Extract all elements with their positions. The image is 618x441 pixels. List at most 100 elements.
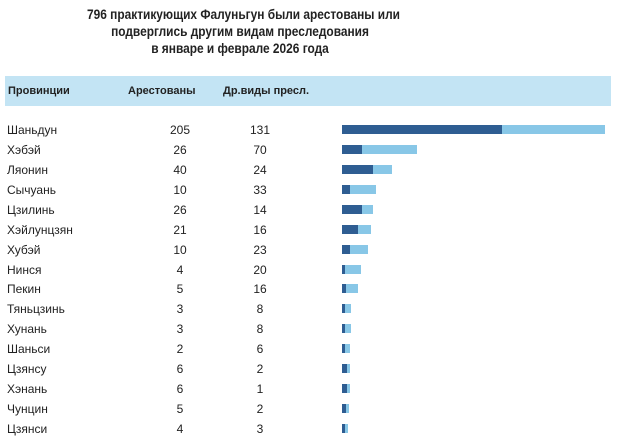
bar-arrested	[342, 125, 503, 134]
arrested-value: 4	[176, 421, 184, 436]
bar-other	[346, 384, 350, 394]
other-value: 14	[253, 202, 267, 217]
bar-arrested	[342, 144, 363, 154]
arrested-value: 2	[176, 342, 184, 357]
bar-arrested	[342, 304, 345, 314]
bar-arrested	[342, 324, 345, 334]
arrested-value: 21	[173, 222, 187, 237]
province-name: Нинся	[7, 262, 42, 277]
table-row: Хэнань 6 1	[0, 379, 618, 399]
bar-arrested	[342, 344, 345, 354]
province-name: Хунань	[7, 322, 47, 337]
table-row: Нинся 4 20	[0, 260, 618, 280]
province-name: Тяньцзинь	[7, 302, 65, 317]
table-row: Цзянсу 6 2	[0, 359, 618, 379]
table-row: Сычуань 10 33	[0, 180, 618, 200]
bar-other	[345, 324, 352, 334]
bar-arrested	[342, 204, 363, 214]
bar-other	[345, 344, 350, 354]
other-value: 23	[253, 242, 267, 257]
arrested-value: 26	[173, 202, 187, 217]
arrested-value: 10	[173, 242, 187, 257]
arrested-value: 5	[176, 282, 184, 297]
bar-arrested	[342, 164, 374, 174]
bar-arrested	[342, 364, 347, 374]
other-value: 2	[256, 402, 264, 417]
arrested-value: 205	[169, 123, 191, 137]
bar-other	[349, 244, 368, 254]
province-name: Ляонин	[7, 162, 49, 177]
bar-other	[345, 423, 349, 433]
arrested-value: 40	[173, 162, 187, 177]
province-name: Хэйлунцзян	[7, 222, 73, 237]
title-line-2: подверглись другим видам преследования	[111, 23, 369, 39]
bar-other	[349, 184, 376, 194]
bar-other	[373, 164, 393, 174]
table-row: Пекин 5 16	[0, 279, 618, 299]
table-row: Хэбэй 26 70	[0, 140, 618, 160]
bar-other	[362, 144, 418, 154]
arrested-value: 3	[176, 302, 184, 317]
other-value: 8	[256, 322, 264, 337]
header-provinces: Провинции	[8, 85, 70, 97]
header-other: Др.виды пресл.	[223, 85, 310, 97]
arrested-value: 26	[173, 142, 187, 157]
bar-other	[345, 284, 359, 294]
table-row: Хэйлунцзян 21 16	[0, 220, 618, 240]
bar-arrested	[342, 404, 346, 414]
province-name: Шаньдун	[7, 123, 58, 137]
province-name: Цзянси	[7, 421, 48, 436]
other-value: 6	[256, 342, 264, 357]
arrested-value: 4	[176, 262, 184, 277]
bar-arrested	[342, 384, 347, 394]
table-row: Шаньси 2 6	[0, 339, 618, 359]
arrested-value: 6	[176, 362, 184, 377]
arrested-value: 10	[173, 182, 187, 197]
province-name: Хэнань	[7, 382, 48, 397]
other-value: 16	[253, 222, 267, 237]
chart-title: 796 практикующих Фалуньгун были арестова…	[87, 6, 400, 57]
other-value: 2	[256, 362, 264, 377]
other-value: 131	[249, 123, 271, 137]
bar-other	[345, 404, 349, 414]
table-row: Цзянси 4 3	[0, 419, 618, 439]
table-row: Чунцин 5 2	[0, 399, 618, 419]
other-value: 70	[253, 142, 267, 157]
province-name: Пекин	[7, 282, 41, 297]
bar-arrested	[342, 264, 346, 274]
arrested-value: 5	[176, 402, 184, 417]
bar-arrested	[342, 284, 346, 294]
table-row: Ляонин 40 24	[0, 160, 618, 180]
bar-other	[345, 304, 352, 314]
bar-other	[358, 224, 371, 234]
province-name: Хэбэй	[7, 142, 41, 157]
bar-arrested	[342, 423, 346, 433]
other-value: 3	[256, 421, 264, 436]
bar-other	[345, 264, 361, 274]
arrested-value: 6	[176, 382, 184, 397]
bar-arrested	[342, 184, 350, 194]
bar-other	[346, 364, 350, 374]
header-arrested: Арестованы	[128, 85, 196, 97]
province-name: Цзянсу	[7, 362, 47, 377]
province-name: Чунцин	[7, 402, 48, 417]
table-row: Тяньцзинь 3 8	[0, 299, 618, 319]
title-line-1: 796 практикующих Фалуньгун были арестова…	[87, 6, 400, 22]
province-name: Шаньси	[7, 342, 51, 357]
arrested-value: 3	[176, 322, 184, 337]
other-value: 16	[253, 282, 267, 297]
province-name: Цзилинь	[7, 202, 55, 217]
other-value: 8	[256, 302, 264, 317]
other-value: 1	[256, 382, 264, 397]
table-row: Шаньдун 205 131	[0, 120, 618, 140]
table-header: Провинции Арестованы Др.виды пресл.	[5, 76, 611, 106]
table-row: Хубэй 10 23	[0, 240, 618, 260]
title-line-3: в январе и феврале 2026 года	[151, 40, 329, 56]
bar-arrested	[342, 224, 359, 234]
bar-other	[362, 204, 374, 214]
bar-other	[502, 125, 605, 134]
other-value: 33	[253, 182, 267, 197]
other-value: 24	[253, 162, 267, 177]
other-value: 20	[253, 262, 267, 277]
bar-arrested	[342, 244, 350, 254]
